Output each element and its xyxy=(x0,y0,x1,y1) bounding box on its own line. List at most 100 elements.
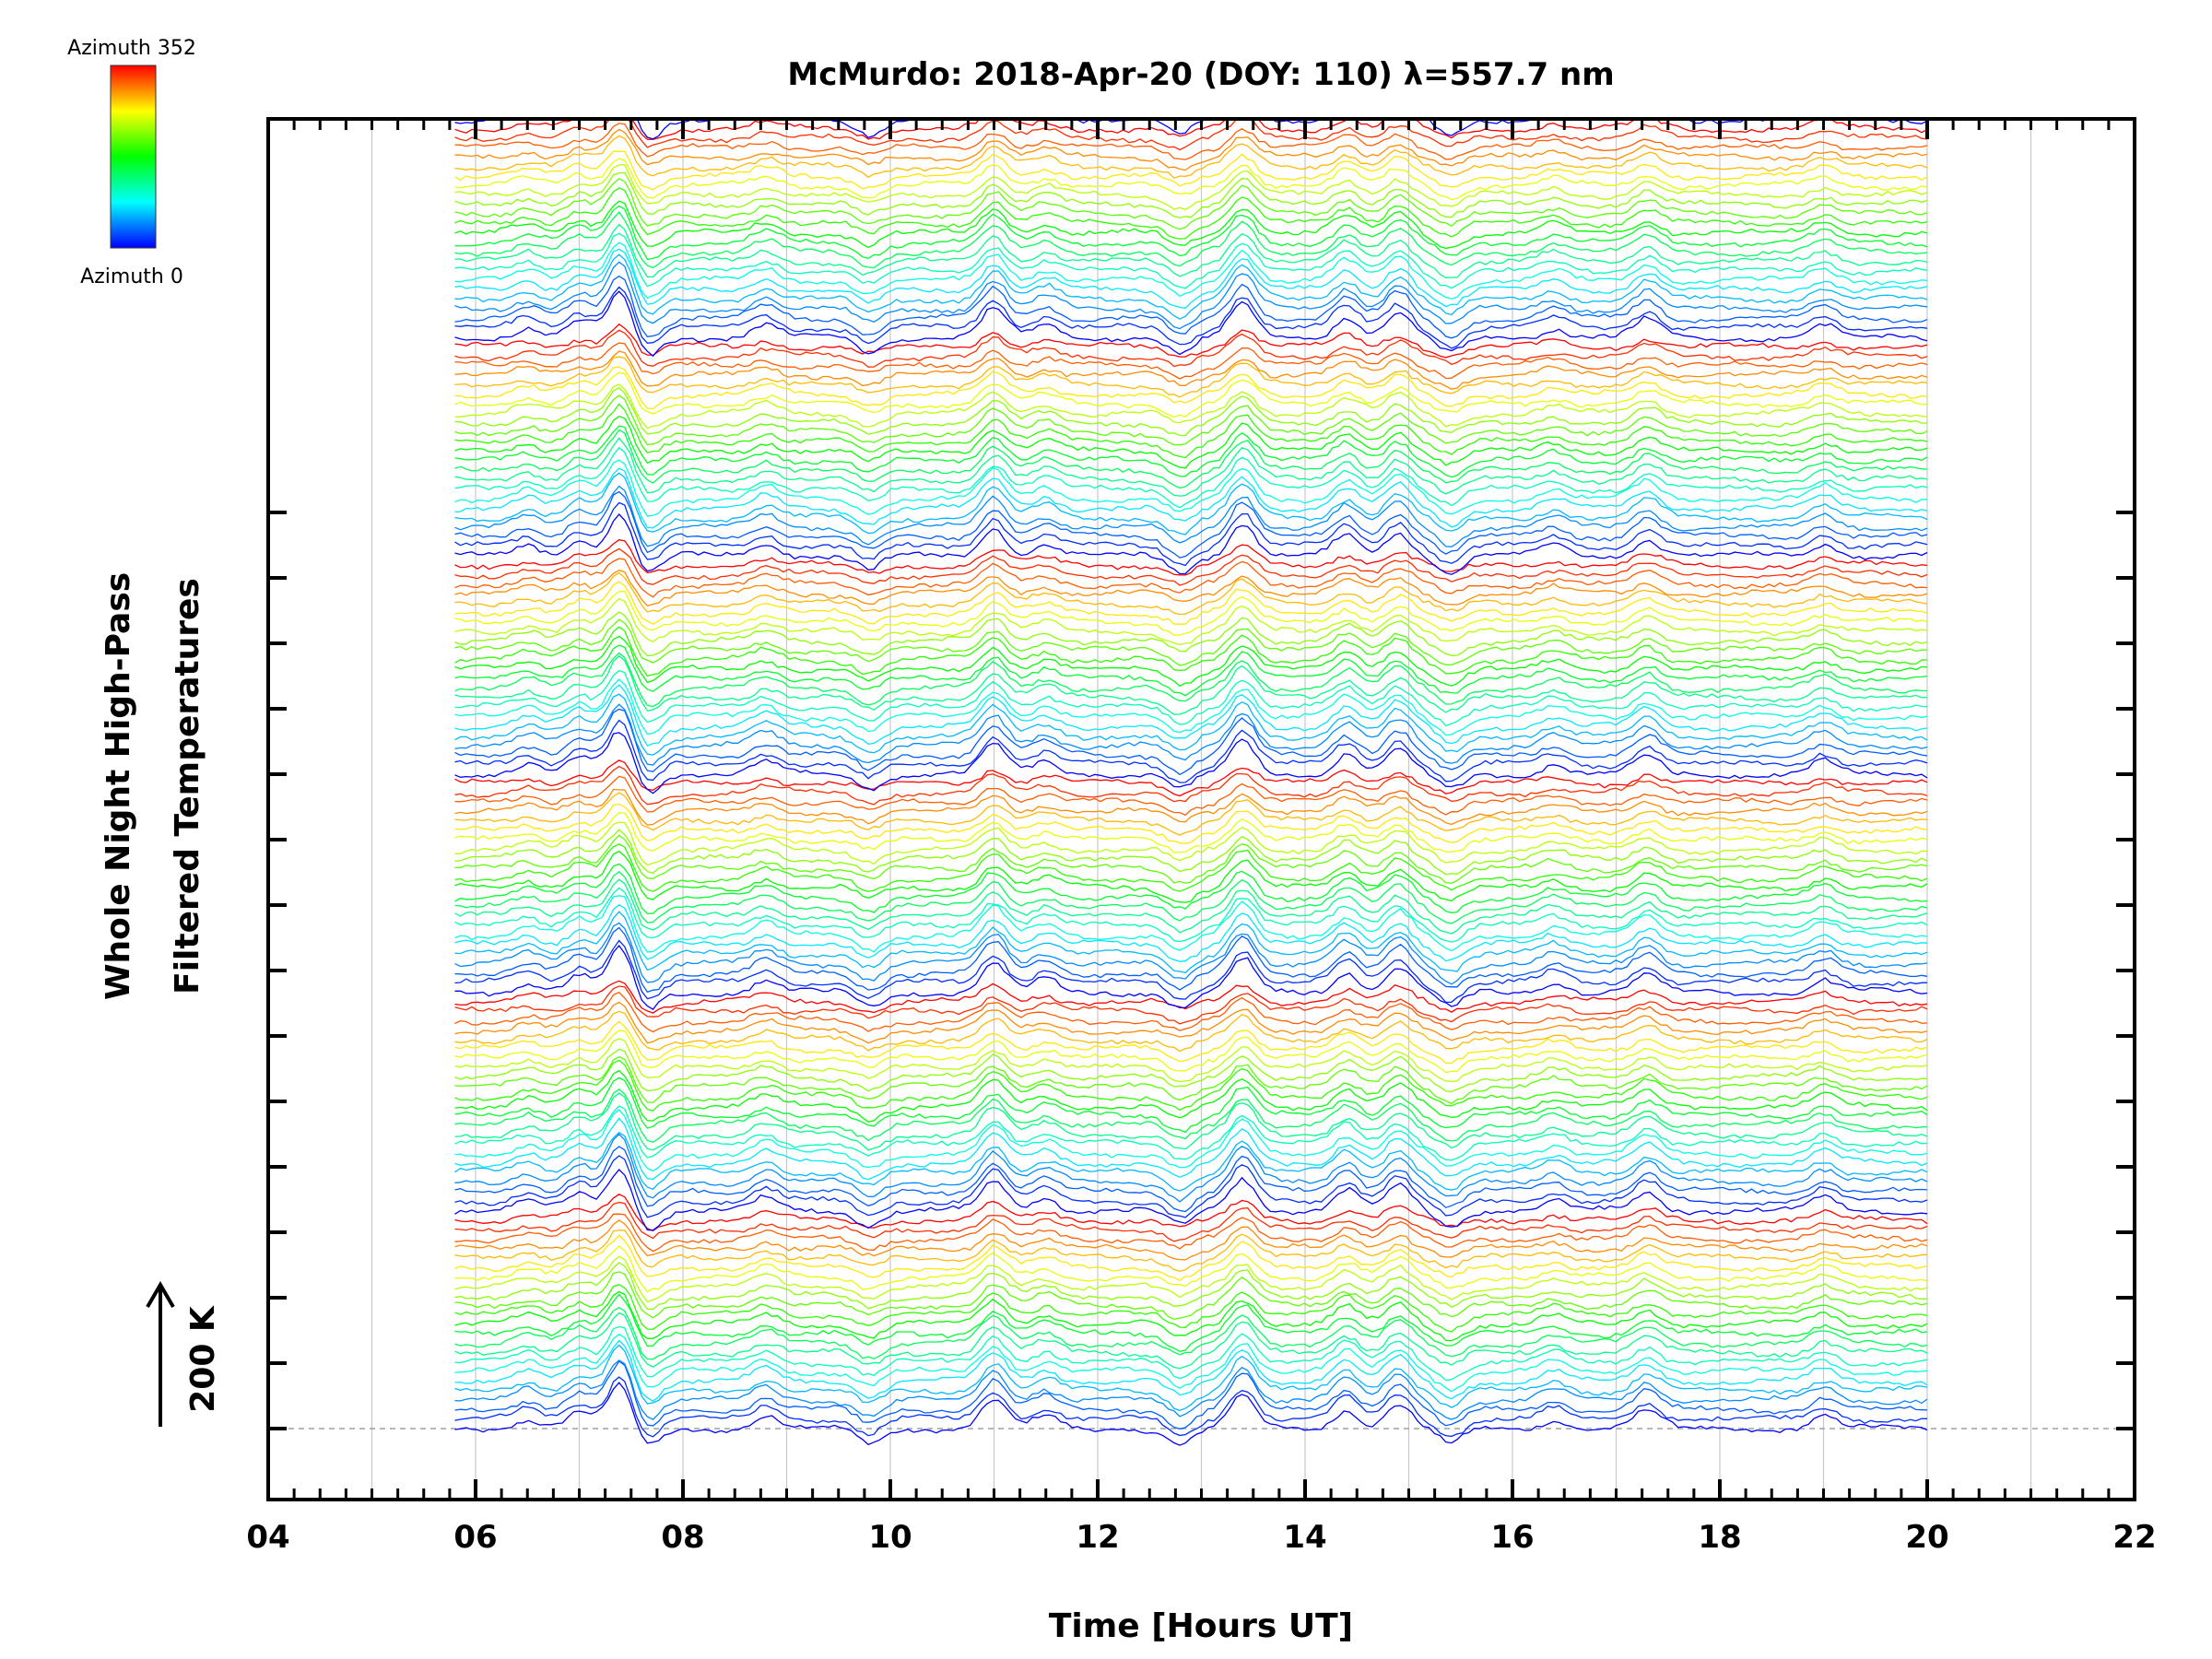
trace-line xyxy=(454,792,1928,836)
trace-line xyxy=(454,467,1928,529)
trace-line xyxy=(454,241,1928,300)
colorbar: Azimuth 352 Azimuth 0 xyxy=(67,37,196,288)
trace-line xyxy=(454,812,1928,853)
trace-line xyxy=(454,223,1928,279)
axes xyxy=(266,117,2136,1501)
trace-lines xyxy=(454,119,1928,1446)
x-tick-label: 20 xyxy=(1905,1519,1948,1556)
trace-line xyxy=(454,248,1928,310)
scale-label: 200 K xyxy=(184,1305,222,1413)
trace-line xyxy=(454,1133,1928,1203)
trace-line xyxy=(454,669,1928,727)
x-tick-label: 18 xyxy=(1698,1519,1741,1556)
trace-line xyxy=(454,150,1928,191)
trace-line xyxy=(454,611,1928,657)
trace-line xyxy=(454,1271,1928,1320)
trace-line xyxy=(454,652,1927,708)
trace-line xyxy=(454,290,1928,358)
trace-line xyxy=(454,597,1928,646)
chart-title: McMurdo: 2018-Apr-20 (DOY: 110) λ=557.7 … xyxy=(787,56,1614,93)
trace-line xyxy=(454,547,1928,586)
trace-line xyxy=(454,158,1928,201)
trace-line xyxy=(454,1088,1928,1143)
trace-line xyxy=(454,1169,1928,1231)
trace-line xyxy=(454,232,1928,289)
trace-line xyxy=(454,253,1928,320)
trace-line xyxy=(454,581,1928,625)
trace-line xyxy=(454,1059,1928,1112)
trace-line xyxy=(454,1293,1928,1352)
trace-line xyxy=(454,843,1928,892)
trace-line xyxy=(454,459,1928,517)
grid-lines xyxy=(268,119,2135,1500)
trace-line xyxy=(454,1312,1928,1370)
colorbar-top-label: Azimuth 352 xyxy=(67,37,196,60)
trace-line xyxy=(454,425,1928,478)
trace-line xyxy=(454,904,1928,962)
trace-line xyxy=(454,329,1928,368)
trace-line xyxy=(454,513,1928,575)
trace-line xyxy=(454,803,1928,844)
trace-line xyxy=(454,759,1928,797)
trace-line xyxy=(454,1131,1928,1192)
trace-line xyxy=(454,1048,1928,1092)
trace-line xyxy=(454,1069,1928,1124)
trace-line xyxy=(454,926,1928,994)
trace-line xyxy=(454,1155,1928,1218)
trace-line xyxy=(454,356,1928,398)
colorbar-bottom-label: Azimuth 0 xyxy=(80,265,183,288)
trace-line xyxy=(454,171,1928,218)
colorbar-gradient xyxy=(110,65,157,249)
x-tick-label: 12 xyxy=(1076,1519,1119,1556)
trace-line xyxy=(454,1306,1928,1360)
trace-line xyxy=(454,684,1928,747)
trace-line xyxy=(454,1333,1928,1393)
trace-line xyxy=(454,1234,1928,1281)
trace-line xyxy=(454,1201,1928,1242)
x-tick-label: 22 xyxy=(2112,1519,2156,1556)
trace-line xyxy=(454,626,1928,677)
trace-line xyxy=(454,429,1928,489)
trace-line xyxy=(454,490,1928,559)
trace-line xyxy=(454,342,1928,380)
trace-line xyxy=(454,558,1928,598)
trace-line xyxy=(454,119,1928,151)
trace-line xyxy=(454,635,1928,688)
trace-line xyxy=(454,163,1928,211)
trace-line xyxy=(454,765,1928,806)
trace-line xyxy=(454,1213,1928,1253)
x-tick-label: 14 xyxy=(1283,1519,1326,1556)
trace-line xyxy=(454,437,1928,497)
x-tick-label: 04 xyxy=(246,1519,289,1556)
x-tick-label: 08 xyxy=(661,1519,704,1556)
trace-line xyxy=(454,1030,1928,1074)
trace-line xyxy=(454,834,1928,884)
trace-line xyxy=(454,991,1928,1033)
trace-line xyxy=(454,205,1928,261)
trace-line xyxy=(454,472,1928,535)
scale-arrow: 200 K xyxy=(146,1281,222,1427)
trace-line xyxy=(454,821,1928,866)
trace-line xyxy=(454,501,1928,567)
trace-line xyxy=(454,703,1928,766)
trace-line xyxy=(454,1055,1928,1105)
trace-line xyxy=(454,829,1928,876)
trace-line xyxy=(454,211,1928,269)
trace-line xyxy=(454,1001,1928,1044)
trace-line xyxy=(454,371,1928,418)
trace-line xyxy=(454,128,1928,171)
trace-line xyxy=(454,1245,1928,1293)
trace-line xyxy=(454,863,1928,914)
trace-line xyxy=(454,887,1928,943)
trace-line xyxy=(454,678,1928,736)
trace-line xyxy=(454,911,1928,974)
y-axis-label-line1: Whole Night High-Pass xyxy=(100,572,137,1000)
trace-line xyxy=(454,850,1928,903)
x-tick-label: 10 xyxy=(868,1519,912,1556)
trace-line xyxy=(454,1194,1928,1232)
trace-line xyxy=(454,261,1928,330)
trace-line xyxy=(454,394,1928,446)
x-axis-label: Time [Hours UT] xyxy=(1049,1607,1353,1645)
scale-arrow-head xyxy=(146,1281,175,1309)
